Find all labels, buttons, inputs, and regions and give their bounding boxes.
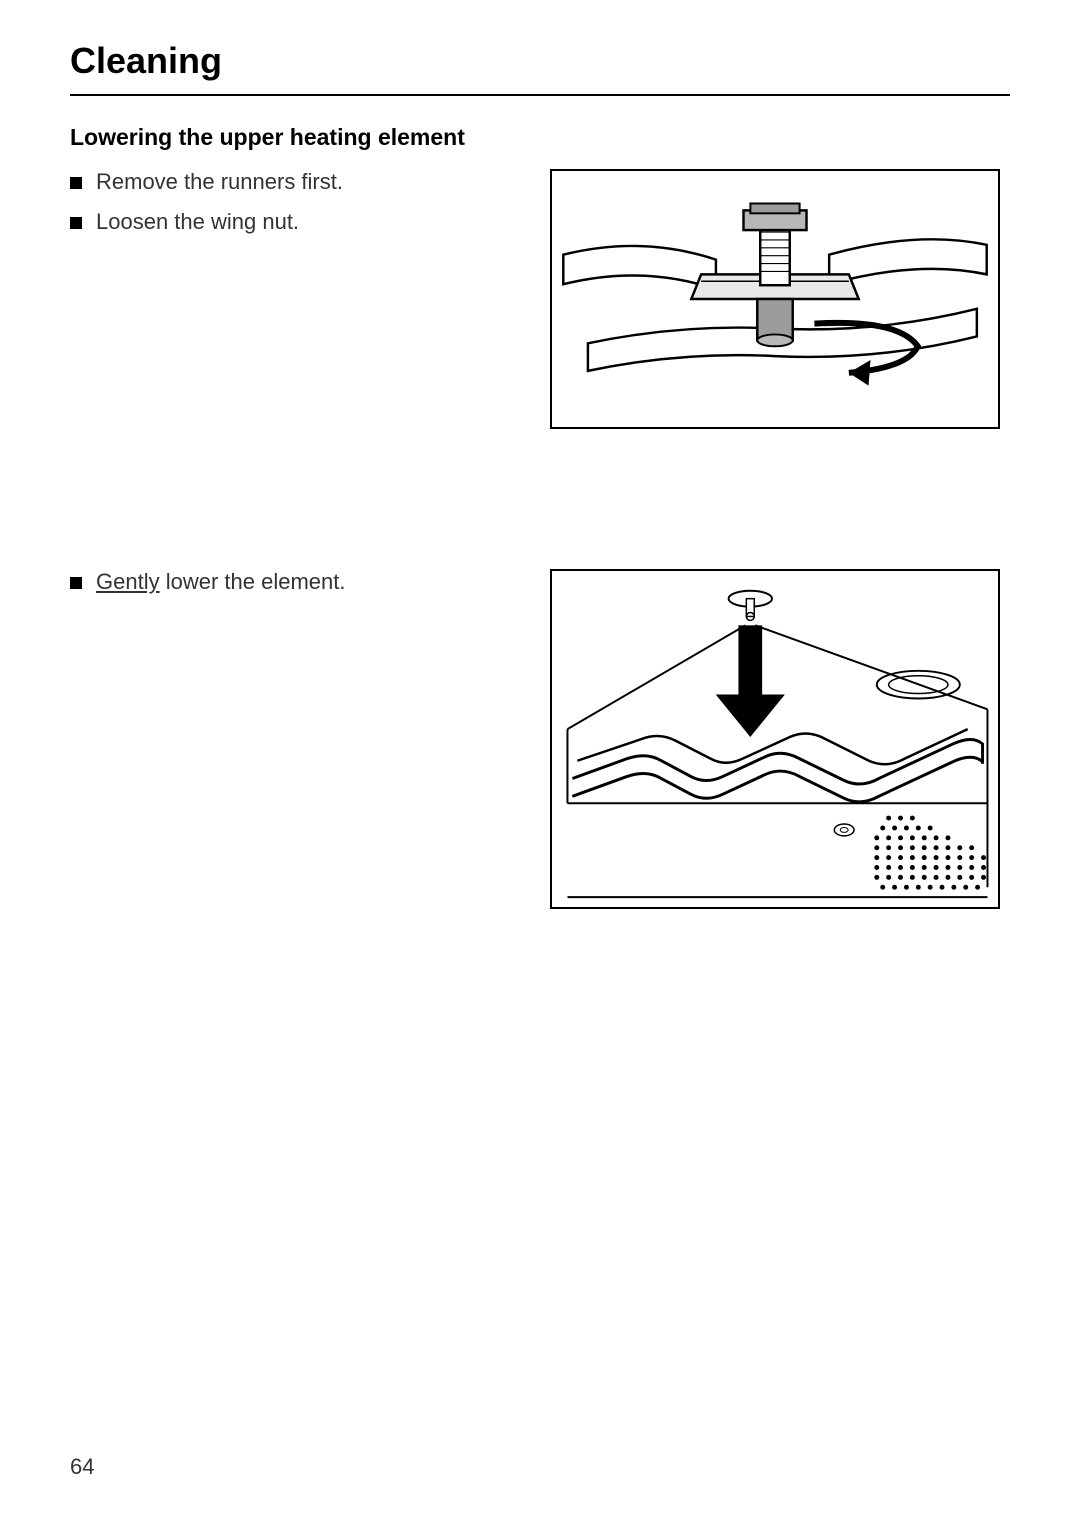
page-number: 64 (70, 1454, 94, 1480)
bullet-text: Gently lower the element. (96, 569, 345, 595)
right-column-1 (550, 169, 1010, 429)
left-column-2: Gently lower the element. (70, 569, 550, 609)
title-rule (70, 94, 1010, 96)
bullet-item: Remove the runners first. (70, 169, 530, 195)
section-subtitle: Lowering the upper heating element (70, 124, 1010, 151)
bullet-item: Gently lower the element. (70, 569, 530, 595)
document-page: Cleaning Lowering the upper heating elem… (0, 0, 1080, 1528)
wing-nut-diagram (550, 169, 1000, 429)
bullet-text: Remove the runners first. (96, 169, 343, 195)
square-bullet-icon (70, 177, 82, 189)
content-row-2: Gently lower the element. (70, 569, 1010, 909)
bullet-item: Loosen the wing nut. (70, 209, 530, 235)
left-column-1: Remove the runners first. Loosen the win… (70, 169, 550, 249)
square-bullet-icon (70, 577, 82, 589)
bullet-text: Loosen the wing nut. (96, 209, 299, 235)
section-1: Remove the runners first. Loosen the win… (70, 169, 1010, 429)
vent-dots (874, 816, 986, 890)
underlined-word: Gently (96, 569, 160, 594)
content-row-1: Remove the runners first. Loosen the win… (70, 169, 1010, 429)
lowering-element-diagram (550, 569, 1000, 909)
right-column-2 (550, 569, 1010, 909)
page-title: Cleaning (70, 40, 1010, 82)
square-bullet-icon (70, 217, 82, 229)
bullet-text-rest: lower the element. (160, 569, 346, 594)
